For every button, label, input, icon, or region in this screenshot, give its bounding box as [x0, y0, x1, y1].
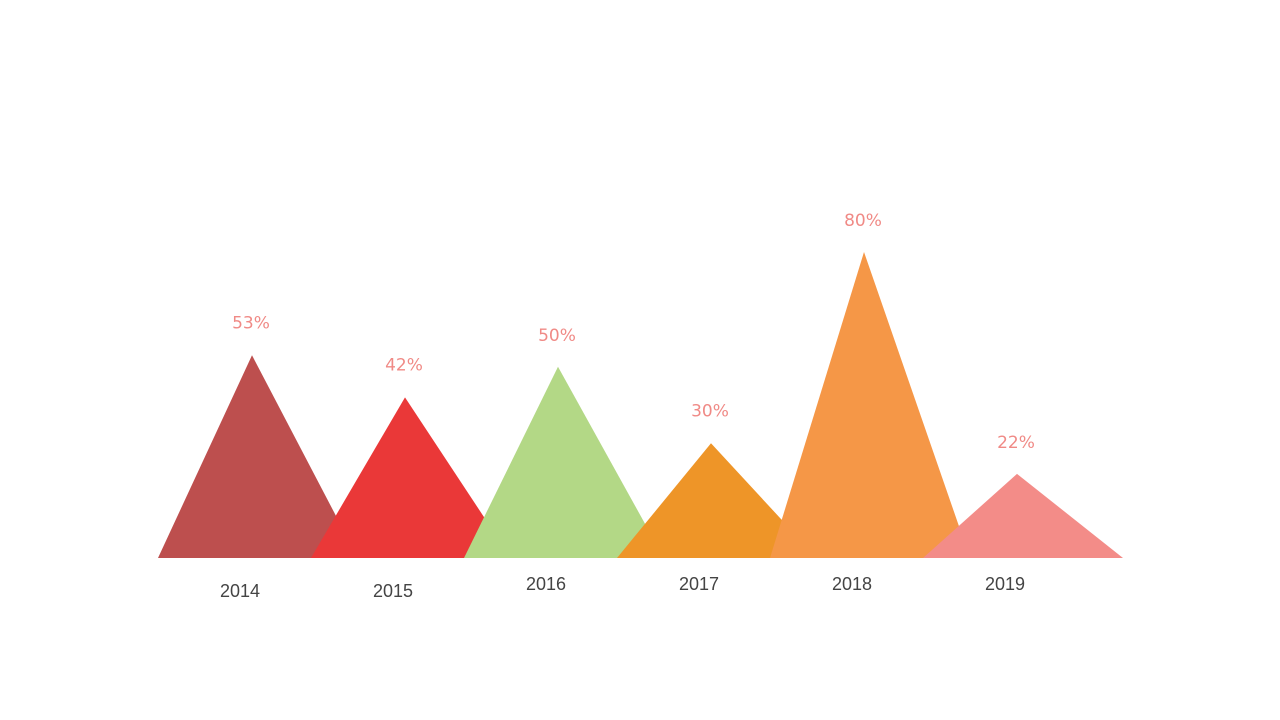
- category-label-2017: 2017: [679, 574, 719, 594]
- category-label-2018: 2018: [832, 574, 872, 594]
- value-label-2015: 42%: [385, 355, 423, 375]
- value-label-2016: 50%: [538, 326, 576, 346]
- triangle-bar-2015: [311, 397, 511, 558]
- value-label-2017: 30%: [691, 401, 729, 421]
- category-label-2015: 2015: [373, 581, 413, 601]
- category-label-2019: 2019: [985, 574, 1025, 594]
- triangle-bar-2018: [770, 252, 970, 558]
- triangle-bar-2016: [464, 366, 664, 558]
- triangle-bar-2014: [158, 355, 358, 558]
- value-label-2014: 53%: [232, 313, 270, 333]
- value-label-2019: 22%: [997, 433, 1035, 453]
- category-label-2014: 2014: [220, 581, 260, 601]
- triangle-bar-2019: [923, 473, 1123, 558]
- value-label-2018: 80%: [844, 211, 882, 231]
- category-label-2016: 2016: [526, 574, 566, 594]
- triangle-bar-2017: [617, 443, 817, 558]
